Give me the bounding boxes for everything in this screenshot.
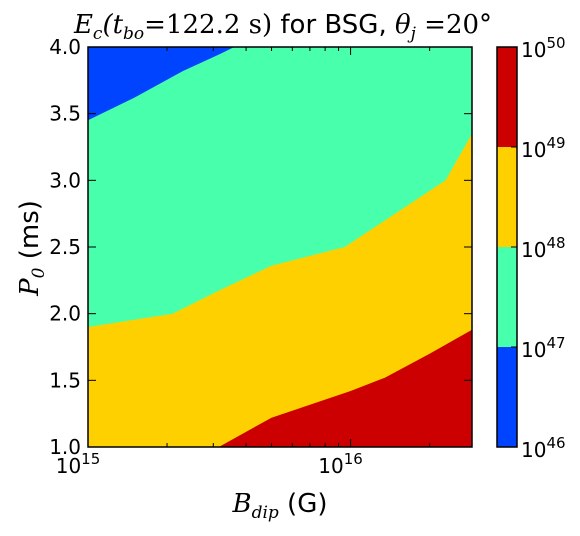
x-tick-label: 1016 bbox=[318, 450, 363, 478]
y-axis-label: P0 (ms) bbox=[15, 200, 49, 297]
x-tick-label: 1015 bbox=[56, 450, 101, 478]
x-label-symbol: B bbox=[231, 489, 251, 519]
y-tick-label: 1.0 bbox=[49, 435, 81, 459]
band-1e48-1e49 bbox=[88, 133, 472, 447]
colorbar-tick-label: 1049 bbox=[521, 134, 566, 162]
title-time-open: (t bbox=[102, 10, 123, 40]
colorbar-segment bbox=[497, 47, 517, 147]
title-middle-text: for BSG, bbox=[272, 10, 395, 40]
colorbar-segment bbox=[497, 147, 517, 247]
title-theta-symbol: θ bbox=[395, 10, 411, 40]
x-axis-label: Bdip (G) bbox=[231, 489, 327, 523]
colorbar: 1046 1047 1048 1049 1050 bbox=[496, 34, 566, 462]
title-time-subscript: bo bbox=[123, 24, 144, 44]
title-energy-symbol: E bbox=[73, 10, 93, 40]
x-label-unit: (G) bbox=[279, 489, 328, 519]
colorbar-tick-label: 1046 bbox=[521, 434, 566, 462]
title-time-value: =122.2 s) bbox=[144, 10, 272, 40]
y-tick-label: 2.0 bbox=[49, 302, 81, 326]
plot-area bbox=[88, 47, 472, 447]
x-label-subscript: dip bbox=[252, 503, 279, 523]
colorbar-segment bbox=[497, 247, 517, 347]
colorbar-tick-label: 1050 bbox=[521, 34, 566, 62]
colorbar-tick-label: 1047 bbox=[521, 334, 566, 362]
y-tick-label: 3.5 bbox=[49, 102, 81, 126]
colorbar-tick-label: 1048 bbox=[521, 234, 566, 262]
y-tick-label: 4.0 bbox=[49, 35, 81, 59]
y-tick-label: 1.5 bbox=[49, 368, 81, 392]
title-angle-value: =20° bbox=[416, 10, 492, 40]
y-tick-label: 2.5 bbox=[49, 235, 81, 259]
title-energy-subscript: c bbox=[93, 24, 103, 44]
y-label-subscript: 0 bbox=[29, 267, 49, 278]
band-1e49-1e50 bbox=[218, 329, 472, 447]
y-label-symbol: P bbox=[15, 278, 45, 297]
axes: 1.0 1.5 2.0 2.5 3.0 3.5 4.0 1015 1016 bbox=[49, 35, 473, 478]
y-label-unit: (ms) bbox=[15, 200, 45, 267]
colorbar-segment bbox=[497, 347, 517, 447]
y-tick-label: 3.0 bbox=[49, 168, 81, 192]
chart-title: Ec(tbo=122.2 s) for BSG, θj =20° bbox=[73, 10, 492, 44]
title-theta-subscript: j bbox=[407, 24, 417, 44]
